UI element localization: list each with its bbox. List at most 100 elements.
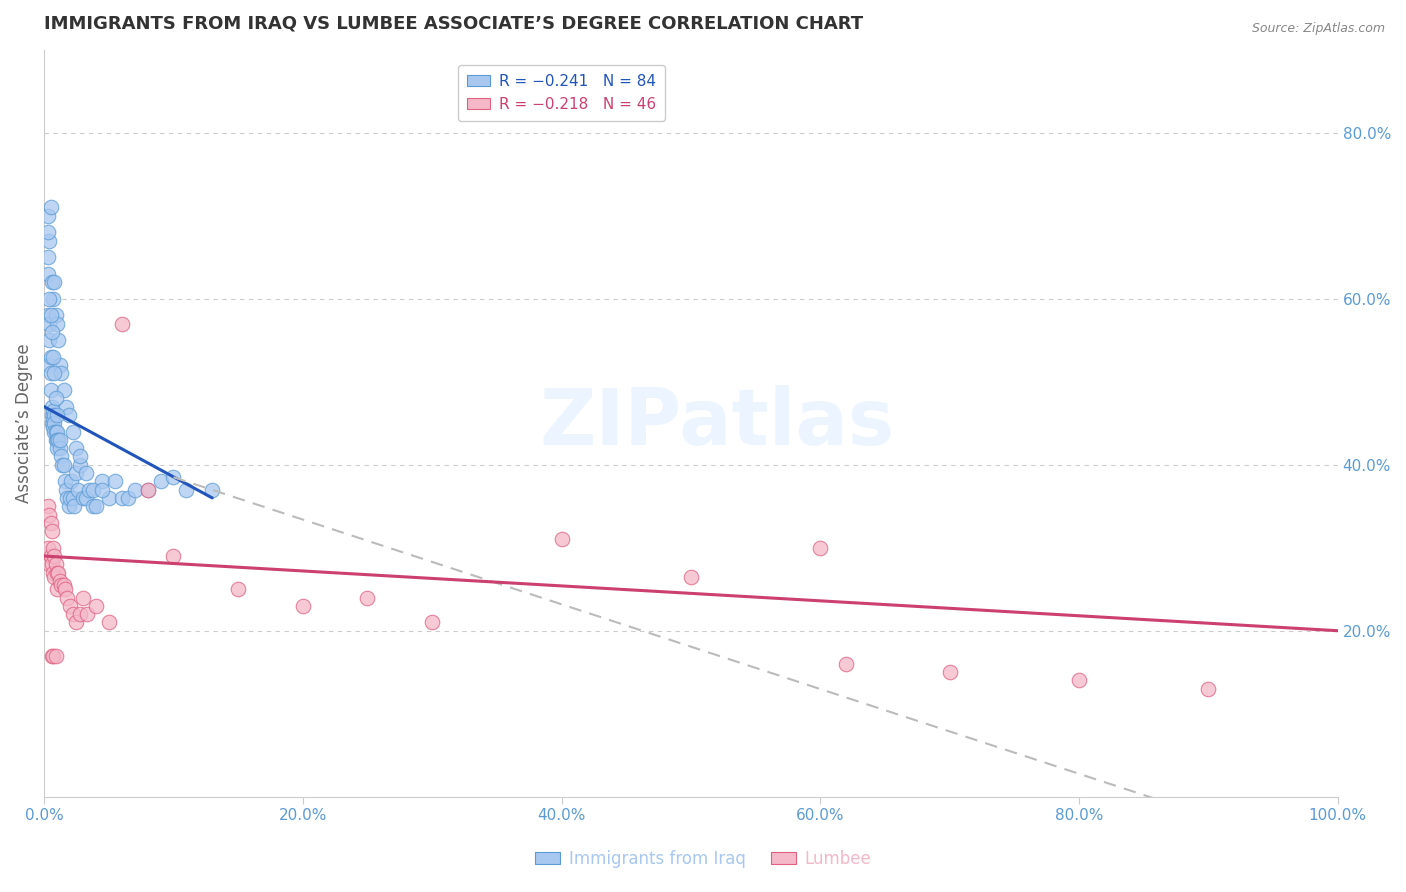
Point <box>97 491 120 505</box>
Point <box>46 566 69 580</box>
Point <box>41 400 63 414</box>
Point <box>41 416 63 430</box>
Point <box>39 201 62 215</box>
Point <box>75 466 97 480</box>
Point <box>37 309 59 323</box>
Y-axis label: Associate’s Degree: Associate’s Degree <box>15 343 32 503</box>
Point <box>49 578 72 592</box>
Text: IMMIGRANTS FROM IRAQ VS LUMBEE ASSOCIATE’S DEGREE CORRELATION CHART: IMMIGRANTS FROM IRAQ VS LUMBEE ASSOCIATE… <box>44 15 863 33</box>
Point <box>62 607 84 621</box>
Point <box>46 317 69 331</box>
Point <box>52 383 75 397</box>
Point <box>72 591 94 605</box>
Point <box>38 333 60 347</box>
Point <box>82 500 104 514</box>
Text: ZIPatlas: ZIPatlas <box>540 385 894 461</box>
Point <box>39 383 62 397</box>
Point <box>39 350 62 364</box>
Point <box>58 408 80 422</box>
Point <box>679 570 702 584</box>
Point <box>38 358 60 372</box>
Point <box>44 408 66 422</box>
Point <box>84 500 107 514</box>
Point <box>41 408 63 422</box>
Point <box>91 475 114 489</box>
Point <box>69 607 91 621</box>
Point <box>124 483 146 497</box>
Point <box>38 292 60 306</box>
Point <box>39 549 62 563</box>
Point <box>41 648 63 663</box>
Point <box>1197 681 1219 696</box>
Point <box>176 483 198 497</box>
Point <box>72 491 94 505</box>
Point <box>104 475 127 489</box>
Point <box>48 358 70 372</box>
Point <box>162 549 184 563</box>
Point <box>48 441 70 455</box>
Point <box>38 508 60 522</box>
Point <box>550 533 572 547</box>
Point <box>45 309 67 323</box>
Point <box>1067 673 1090 688</box>
Point <box>65 441 87 455</box>
Point <box>52 578 75 592</box>
Point <box>44 275 66 289</box>
Point <box>45 558 67 572</box>
Point <box>201 483 224 497</box>
Point <box>55 400 77 414</box>
Point <box>75 491 97 505</box>
Point <box>37 226 59 240</box>
Point <box>149 475 172 489</box>
Point <box>42 292 65 306</box>
Point <box>59 599 82 613</box>
Point <box>49 450 72 464</box>
Point <box>62 425 84 439</box>
Point <box>136 483 159 497</box>
Point <box>111 491 134 505</box>
Point <box>69 450 91 464</box>
Point <box>39 516 62 530</box>
Point <box>42 648 65 663</box>
Point <box>835 657 858 671</box>
Point <box>38 234 60 248</box>
Point <box>79 483 101 497</box>
Point <box>48 433 70 447</box>
Point <box>46 433 69 447</box>
Point <box>226 582 249 597</box>
Point <box>44 570 66 584</box>
Point <box>65 615 87 630</box>
Legend: R = −0.241   N = 84, R = −0.218   N = 46: R = −0.241 N = 84, R = −0.218 N = 46 <box>458 65 665 121</box>
Point <box>37 209 59 223</box>
Point <box>41 524 63 538</box>
Point <box>37 250 59 264</box>
Point <box>56 591 79 605</box>
Point <box>37 267 59 281</box>
Point <box>76 607 98 621</box>
Point <box>41 325 63 339</box>
Point <box>53 475 76 489</box>
Point <box>82 483 104 497</box>
Point <box>46 441 69 455</box>
Point <box>44 425 66 439</box>
Point <box>62 491 84 505</box>
Point <box>58 500 80 514</box>
Point <box>42 566 65 580</box>
Point <box>56 491 79 505</box>
Point <box>39 309 62 323</box>
Point <box>37 541 59 555</box>
Point <box>45 425 67 439</box>
Point <box>46 582 69 597</box>
Point <box>44 367 66 381</box>
Point <box>91 483 114 497</box>
Point <box>46 566 69 580</box>
Legend: Immigrants from Iraq, Lumbee: Immigrants from Iraq, Lumbee <box>529 844 877 875</box>
Point <box>117 491 139 505</box>
Point <box>42 412 65 426</box>
Point <box>55 483 77 497</box>
Point <box>41 558 63 572</box>
Point <box>111 317 134 331</box>
Point <box>356 591 378 605</box>
Point <box>69 458 91 472</box>
Point <box>291 599 314 613</box>
